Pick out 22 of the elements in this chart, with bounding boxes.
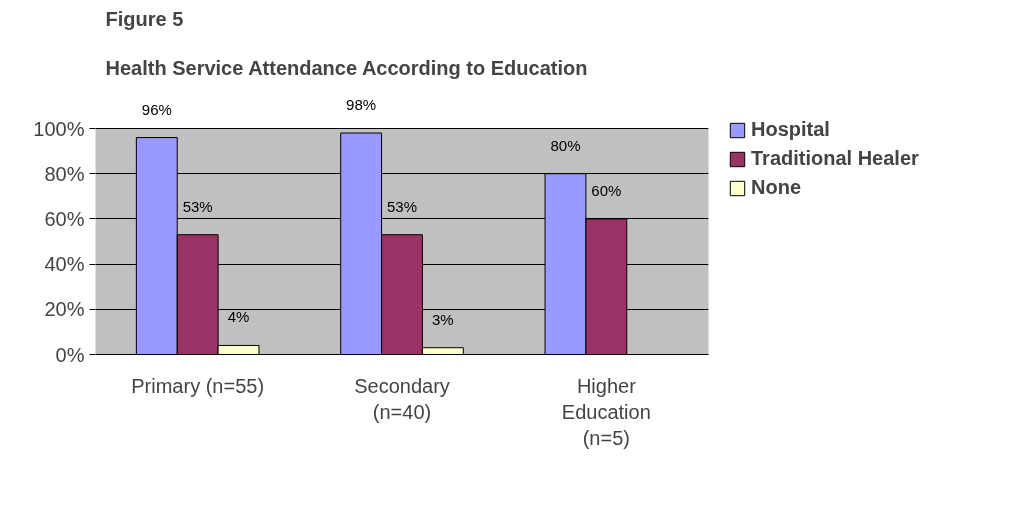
y-tick-label: 0%: [55, 343, 85, 366]
x-tick-label: Higher Education (n=5): [561, 374, 651, 450]
x-tick-label: Primary (n=55): [131, 374, 265, 397]
y-tick-label: 40%: [44, 253, 85, 276]
legend-label: None: [751, 176, 801, 199]
data-label: 53%: [386, 197, 418, 215]
data-label: 53%: [182, 197, 213, 215]
y-tick-label: 100%: [33, 117, 85, 140]
x-tick-label: Secondary (n=40): [354, 374, 450, 423]
data-label: 4%: [227, 308, 250, 326]
data-label: 98%: [346, 96, 377, 114]
y-tick-label: 60%: [44, 207, 85, 230]
data-label: 3%: [432, 310, 454, 328]
chart-title: Figure 5: [105, 7, 184, 30]
chart-subtitle: Health Service Attendance According to Education: [105, 56, 588, 79]
legend-label: Traditional Healer: [751, 147, 919, 170]
data-label: 60%: [591, 181, 622, 199]
data-label: 96%: [141, 100, 172, 118]
data-label: 80%: [550, 136, 581, 154]
y-tick-label: 80%: [44, 162, 85, 185]
legend-label: Hospital: [751, 118, 830, 141]
y-tick-label: 20%: [44, 298, 85, 321]
